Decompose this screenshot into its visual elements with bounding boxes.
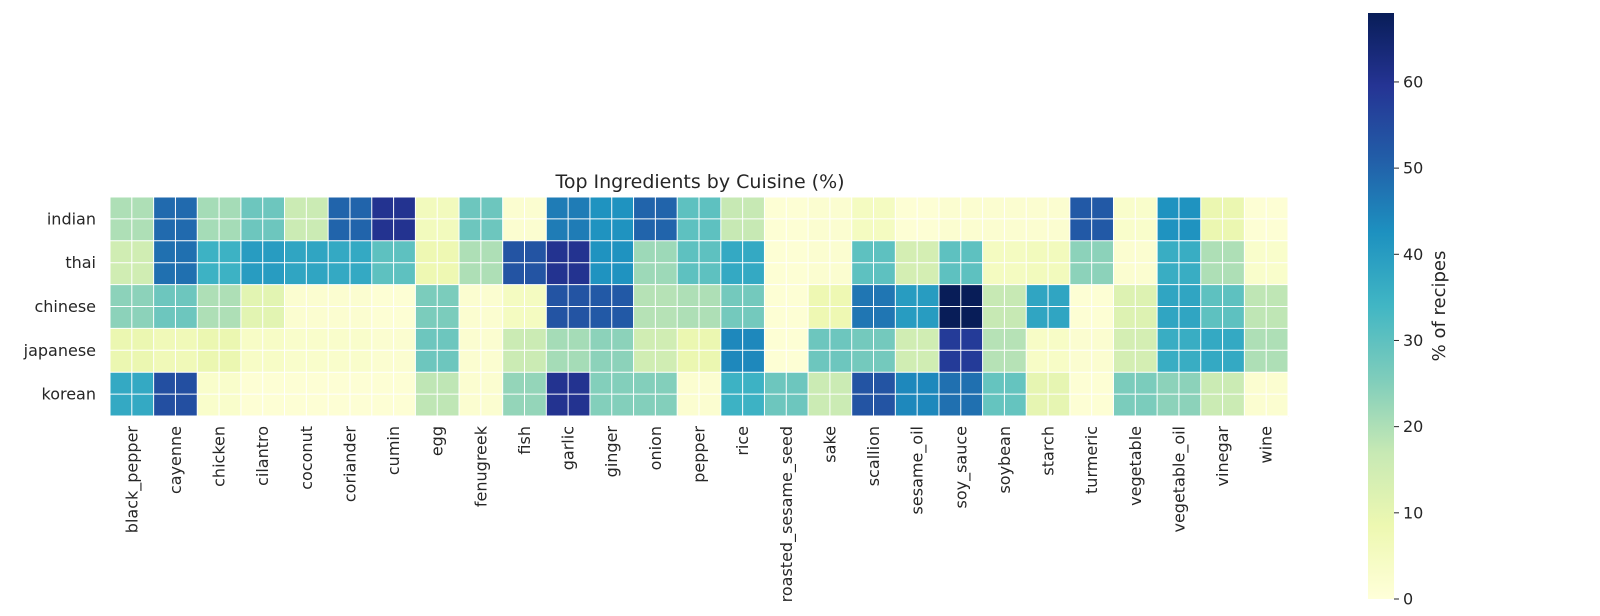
- column-label-fish: fish: [515, 426, 534, 455]
- column-label-wine: wine: [1257, 426, 1276, 464]
- row-label-indian: indian: [47, 209, 96, 228]
- column-label-soybean: soybean: [995, 426, 1014, 494]
- colorbar-tick-label: 0: [1403, 590, 1413, 609]
- column-label-roasted_sesame_seed: roasted_sesame_seed: [777, 426, 797, 602]
- colorbar-tick-label: 20: [1403, 417, 1423, 436]
- colorbar-tick-label: 40: [1403, 245, 1423, 264]
- column-label-coconut: coconut: [297, 426, 316, 490]
- colorbar-tick-label: 60: [1403, 72, 1423, 91]
- column-label-garlic: garlic: [559, 426, 578, 470]
- colorbar-label: % of recipes: [1429, 251, 1450, 362]
- column-label-vegetable_oil: vegetable_oil: [1169, 426, 1189, 533]
- column-label-fenugreek: fenugreek: [471, 425, 490, 507]
- column-label-black_pepper: black_pepper: [122, 426, 142, 534]
- colorbar-tick-label: 10: [1403, 503, 1423, 522]
- colorbar-ticks: 0 10 20 30 40 50 60: [1394, 72, 1423, 609]
- column-label-scallion: scallion: [864, 426, 883, 486]
- column-label-cilantro: cilantro: [253, 426, 272, 486]
- row-label-japanese: japanese: [23, 341, 96, 360]
- column-label-vinegar: vinegar: [1213, 426, 1232, 487]
- colorbar-tick-label: 50: [1403, 159, 1423, 178]
- column-label-soy_sauce: soy_sauce: [951, 426, 971, 509]
- colorbar: [1368, 13, 1394, 599]
- column-label-coriander: coriander: [340, 426, 359, 503]
- column-label-ginger: ginger: [602, 426, 621, 478]
- row-label-chinese: chinese: [34, 297, 96, 316]
- column-label-turmeric: turmeric: [1082, 426, 1101, 494]
- column-label-onion: onion: [646, 426, 665, 470]
- column-label-sesame_oil: sesame_oil: [908, 426, 928, 514]
- column-label-pepper: pepper: [690, 426, 709, 483]
- chart-title: Top Ingredients by Cuisine (%): [554, 171, 844, 193]
- column-label-chicken: chicken: [210, 426, 229, 487]
- heatmap-gridlines: [109, 196, 1289, 417]
- row-label-korean: korean: [42, 385, 97, 404]
- column-label-rice: rice: [733, 426, 752, 456]
- column-labels: black_pepper cayenne chicken cilantro coconu…: [122, 425, 1275, 602]
- column-label-sake: sake: [820, 426, 839, 463]
- colorbar-tick-label: 30: [1403, 331, 1423, 350]
- column-label-egg: egg: [428, 426, 447, 456]
- column-label-vegetable: vegetable: [1126, 426, 1145, 506]
- column-label-starch: starch: [1039, 426, 1058, 476]
- row-labels: indian thai chinese japanese korean: [23, 209, 96, 403]
- column-label-cumin: cumin: [384, 426, 403, 475]
- column-label-cayenne: cayenne: [166, 426, 185, 494]
- row-label-thai: thai: [65, 253, 96, 272]
